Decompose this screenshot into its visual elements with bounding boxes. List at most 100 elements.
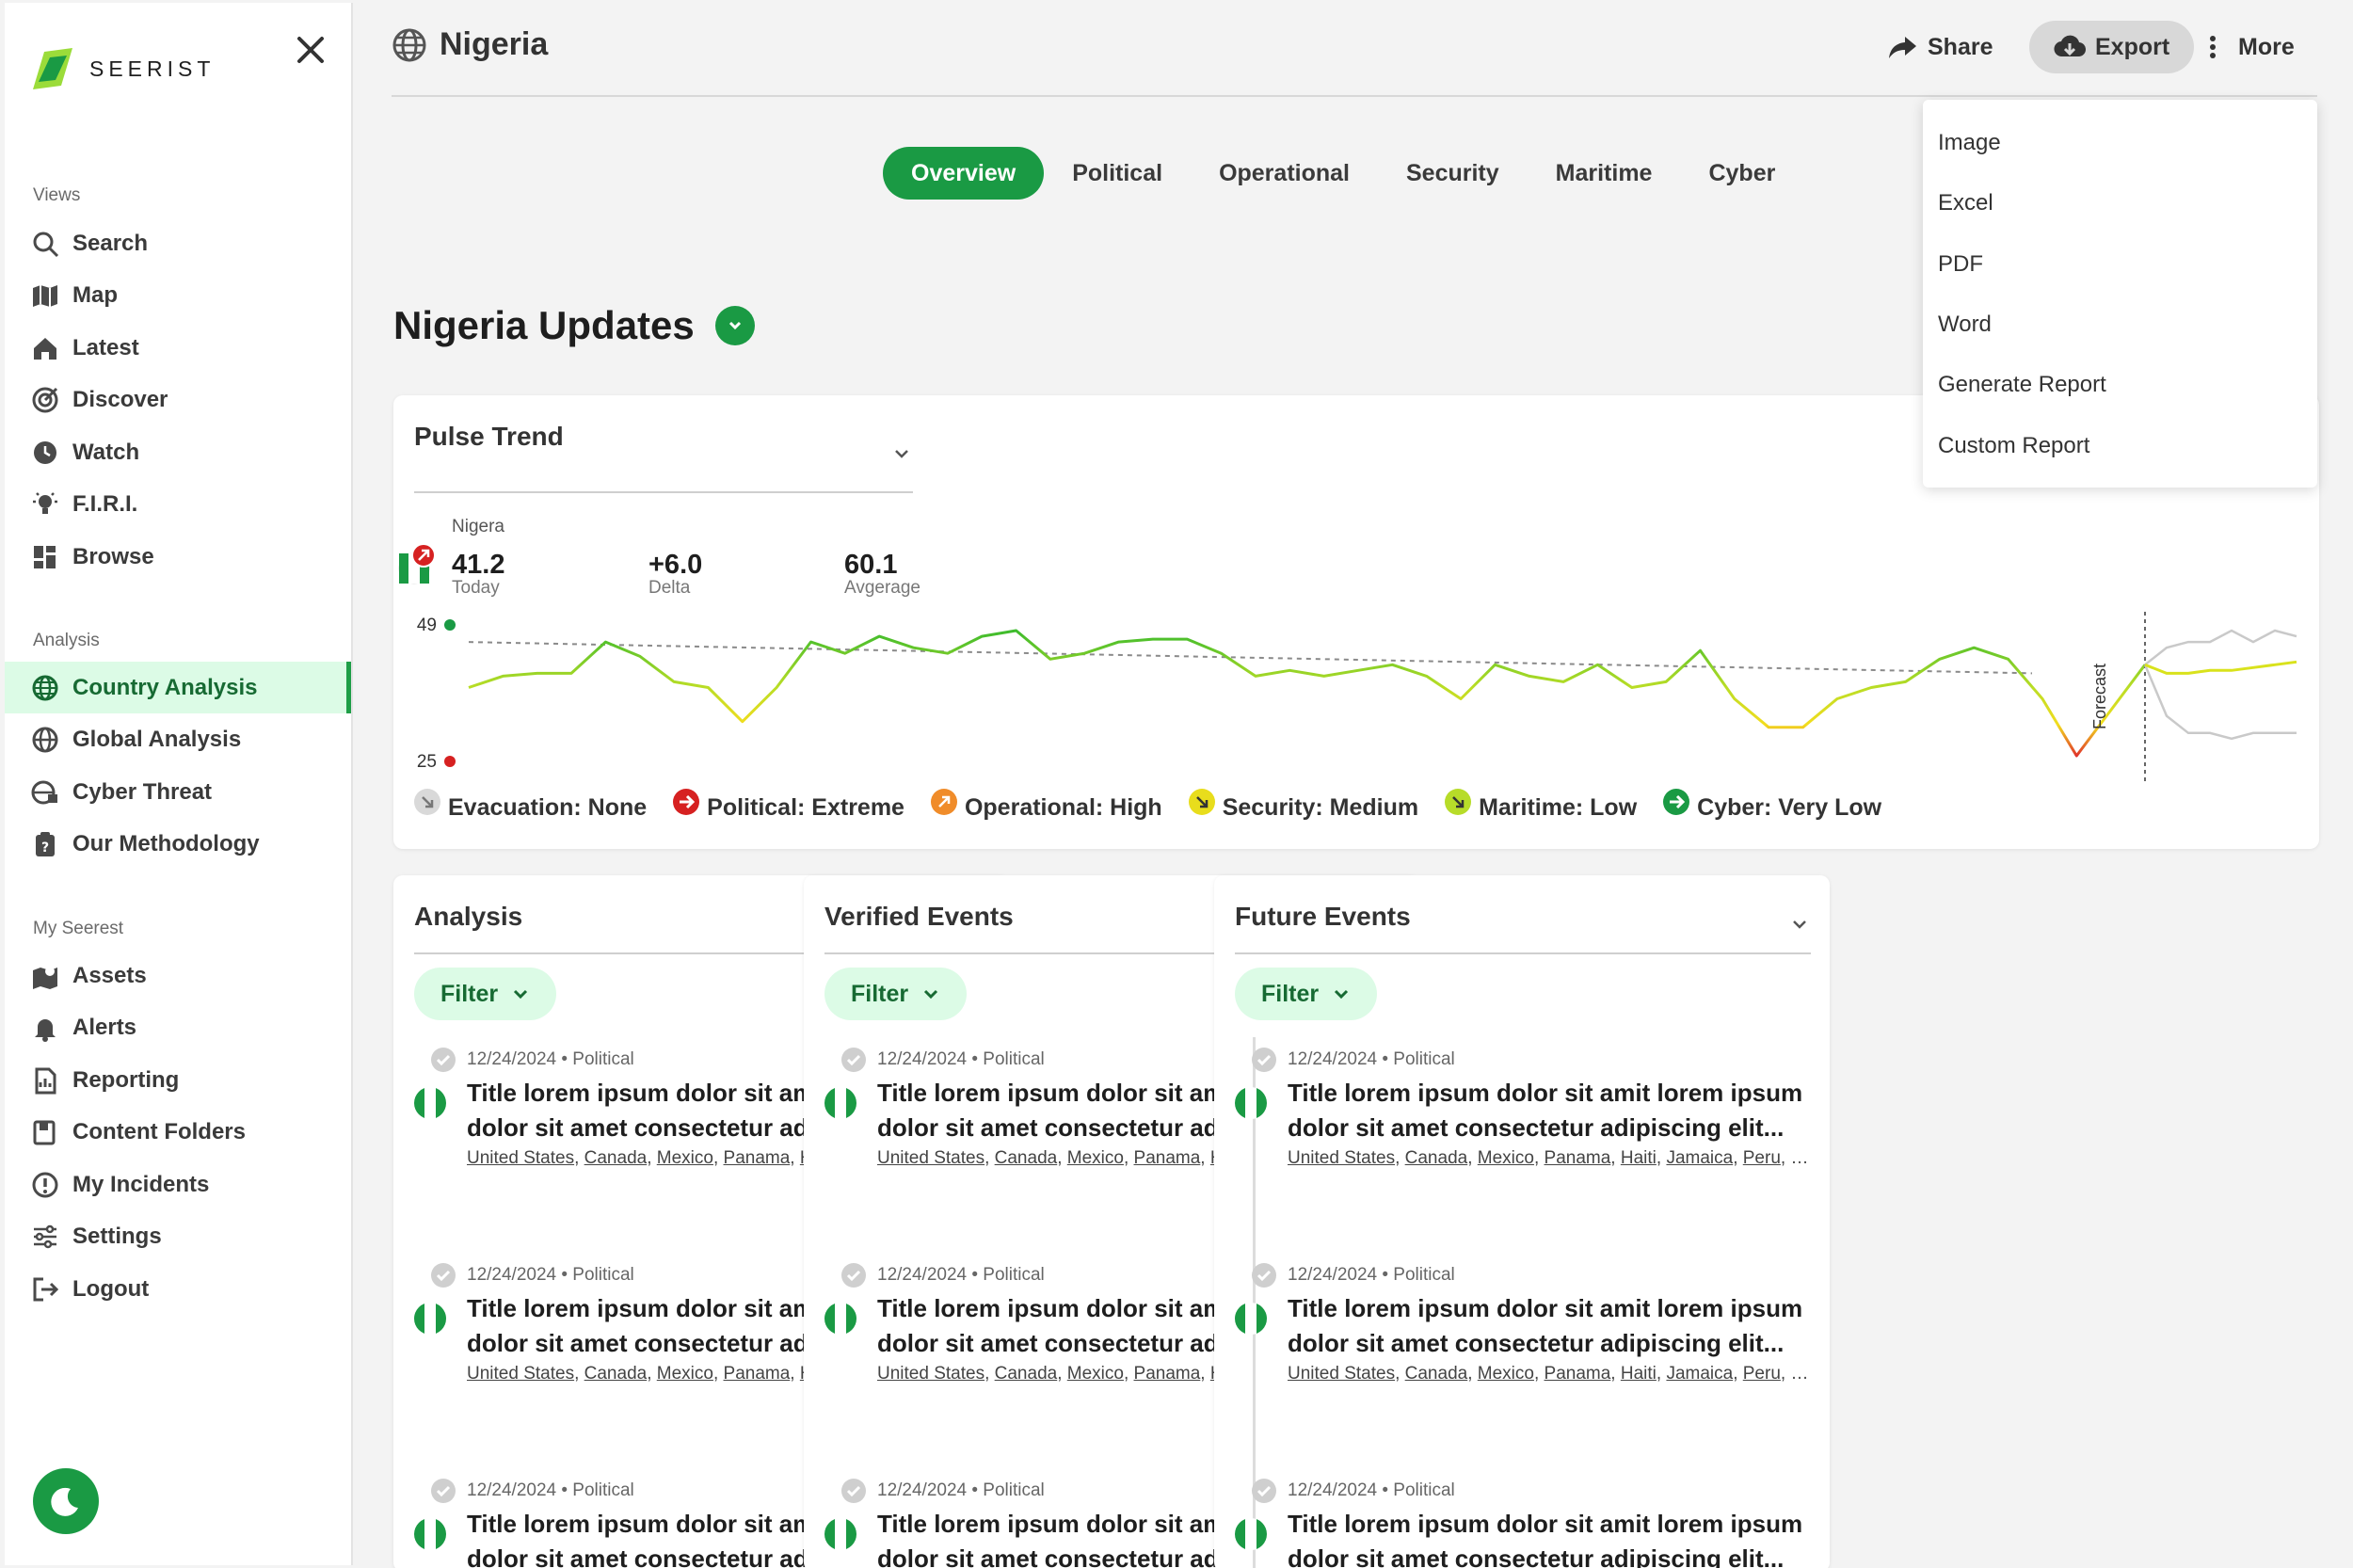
location-tag[interactable]: United States (877, 1364, 985, 1384)
sidebar-item-search[interactable]: Search (5, 217, 351, 269)
export-option-generate-report[interactable]: Generate Report (1938, 372, 2106, 398)
tab-cyber[interactable]: Cyber (1708, 159, 1776, 186)
folder-icon (33, 1120, 56, 1145)
event-date-category: 12/24/2024 • Political (467, 1480, 634, 1500)
chevron-down-icon[interactable] (714, 306, 755, 345)
sidebar-item-reporting[interactable]: Reporting (5, 1054, 351, 1106)
location-tag[interactable]: Panama (1133, 1364, 1201, 1384)
chevron-down-icon[interactable] (890, 442, 913, 465)
cloud-download-icon (2054, 35, 2086, 57)
export-option-word[interactable]: Word (1938, 311, 1992, 337)
more-button[interactable]: More (2197, 21, 2295, 73)
export-option-image[interactable]: Image (1938, 130, 2001, 155)
seerist-logo-icon (33, 48, 72, 89)
brand-logo[interactable]: SEERIST (25, 44, 215, 93)
sidebar-item-browse[interactable]: Browse (5, 531, 351, 583)
location-tag[interactable]: Mexico (656, 1364, 713, 1384)
location-tag[interactable]: United States (1288, 1364, 1396, 1384)
y-axis-min-label: 25 (417, 752, 437, 772)
location-tag[interactable]: United States (467, 1148, 575, 1168)
location-tag[interactable]: Haiti (1620, 1148, 1657, 1168)
event-title[interactable]: Title lorem ipsum dolor sit amit lorem i… (1288, 1294, 1803, 1357)
location-tag[interactable]: Jamaica (1666, 1148, 1734, 1168)
sidebar-item-label: Logout (72, 1275, 150, 1302)
risk-item-evacuation: Evacuation: None (414, 788, 647, 822)
share-button[interactable]: Share (1886, 21, 1993, 73)
location-tag[interactable]: Panama (723, 1364, 791, 1384)
sidebar-item-map[interactable]: Map (5, 270, 351, 322)
sidebar-item-our-methodology[interactable]: ? Our Methodology (5, 819, 351, 871)
location-tag[interactable]: Panama (1544, 1364, 1611, 1384)
location-tag[interactable]: Panama (1544, 1148, 1611, 1168)
category-tabs: Overview Political Operational Security Mari… (883, 147, 1803, 200)
sidebar-item-logout[interactable]: Logout (5, 1263, 351, 1315)
verified-check-icon (431, 1048, 456, 1072)
nigeria-flag-icon (1235, 1303, 1267, 1335)
dark-mode-toggle[interactable] (33, 1468, 99, 1534)
nigeria-flag-icon (414, 1087, 446, 1119)
tab-overview[interactable]: Overview (883, 147, 1045, 200)
location-tag[interactable]: Mexico (1066, 1364, 1124, 1384)
location-tag[interactable]: Canada (994, 1148, 1058, 1168)
close-icon[interactable] (292, 31, 329, 69)
event-meta: 12/24/2024 • Political (841, 1048, 1045, 1072)
event-title[interactable]: Title lorem ipsum dolor sit amit lorem i… (1288, 1510, 1803, 1568)
sidebar-item-cyber-threat[interactable]: Cyber Threat (5, 766, 351, 818)
sidebar-item-label: Our Methodology (72, 831, 260, 856)
sidebar-item-f-i-r-i[interactable]: F.I.R.I. (5, 479, 351, 531)
location-tag[interactable]: Peru (1742, 1148, 1781, 1168)
event-date-category: 12/24/2024 • Political (877, 1265, 1045, 1285)
sidebar-item-assets[interactable]: Assets (5, 950, 351, 1001)
sidebar-item-global-analysis[interactable]: Global Analysis (5, 714, 351, 766)
tab-maritime[interactable]: Maritime (1555, 159, 1653, 186)
sidebar-item-watch[interactable]: Watch (5, 426, 351, 478)
event-date-category: 12/24/2024 • Political (1288, 1480, 1455, 1500)
location-tag[interactable]: United States (467, 1364, 575, 1384)
location-tag[interactable]: Peru (1742, 1364, 1781, 1384)
sliders-icon (34, 1224, 56, 1249)
nigeria-flag-icon (1235, 1087, 1267, 1119)
location-tag[interactable]: Chile (1790, 1148, 1815, 1168)
location-tag[interactable]: Canada (1404, 1364, 1468, 1384)
location-tag[interactable]: Canada (1404, 1148, 1468, 1168)
location-tag[interactable]: Mexico (1066, 1148, 1124, 1168)
location-tag[interactable]: Canada (584, 1148, 648, 1168)
risk-item-maritime: Maritime: Low (1445, 788, 1637, 822)
location-tag[interactable]: Chile (1790, 1364, 1815, 1384)
export-option-excel[interactable]: Excel (1938, 190, 1993, 216)
tab-operational[interactable]: Operational (1219, 159, 1350, 186)
event-date-category: 12/24/2024 • Political (877, 1480, 1045, 1500)
updates-heading: Nigeria Updates (393, 303, 755, 348)
event-title[interactable]: Title lorem ipsum dolor sit amit lorem i… (1288, 1079, 1803, 1142)
location-tag[interactable]: Panama (1133, 1148, 1201, 1168)
export-button[interactable]: Export (2029, 21, 2195, 73)
nigeria-flag-icon (414, 1518, 446, 1550)
filter-button[interactable]: Filter (824, 968, 968, 1020)
sidebar-item-settings[interactable]: Settings (5, 1211, 351, 1263)
sidebar-item-content-folders[interactable]: Content Folders (5, 1107, 351, 1159)
export-option-pdf[interactable]: PDF (1938, 250, 1983, 277)
location-tag[interactable]: Jamaica (1666, 1364, 1734, 1384)
location-tag[interactable]: United States (877, 1148, 985, 1168)
location-tag[interactable]: Mexico (1477, 1364, 1534, 1384)
filter-button[interactable]: Filter (414, 968, 557, 1020)
sidebar-item-alerts[interactable]: Alerts (5, 1002, 351, 1054)
sidebar-item-latest[interactable]: Latest (5, 322, 351, 374)
filter-button[interactable]: Filter (1235, 968, 1378, 1020)
tab-security[interactable]: Security (1405, 159, 1499, 186)
location-tag[interactable]: Haiti (1620, 1364, 1657, 1384)
location-tag[interactable]: Canada (994, 1364, 1058, 1384)
export-option-custom-report[interactable]: Custom Report (1938, 432, 2090, 458)
location-tag[interactable]: Mexico (656, 1148, 713, 1168)
location-tag[interactable]: Panama (723, 1148, 791, 1168)
sidebar-item-my-incidents[interactable]: My Incidents (5, 1159, 351, 1210)
chevron-down-icon (514, 989, 528, 1000)
location-tag[interactable]: United States (1288, 1148, 1396, 1168)
location-tag[interactable]: Canada (584, 1364, 648, 1384)
sidebar-item-country-analysis[interactable]: Country Analysis (5, 662, 351, 713)
location-tag[interactable]: Mexico (1477, 1148, 1534, 1168)
sidebar-item-discover[interactable]: Discover (5, 375, 351, 426)
chevron-down-icon[interactable] (1788, 913, 1811, 936)
tab-political[interactable]: Political (1072, 159, 1163, 186)
y-min-marker (444, 756, 456, 767)
